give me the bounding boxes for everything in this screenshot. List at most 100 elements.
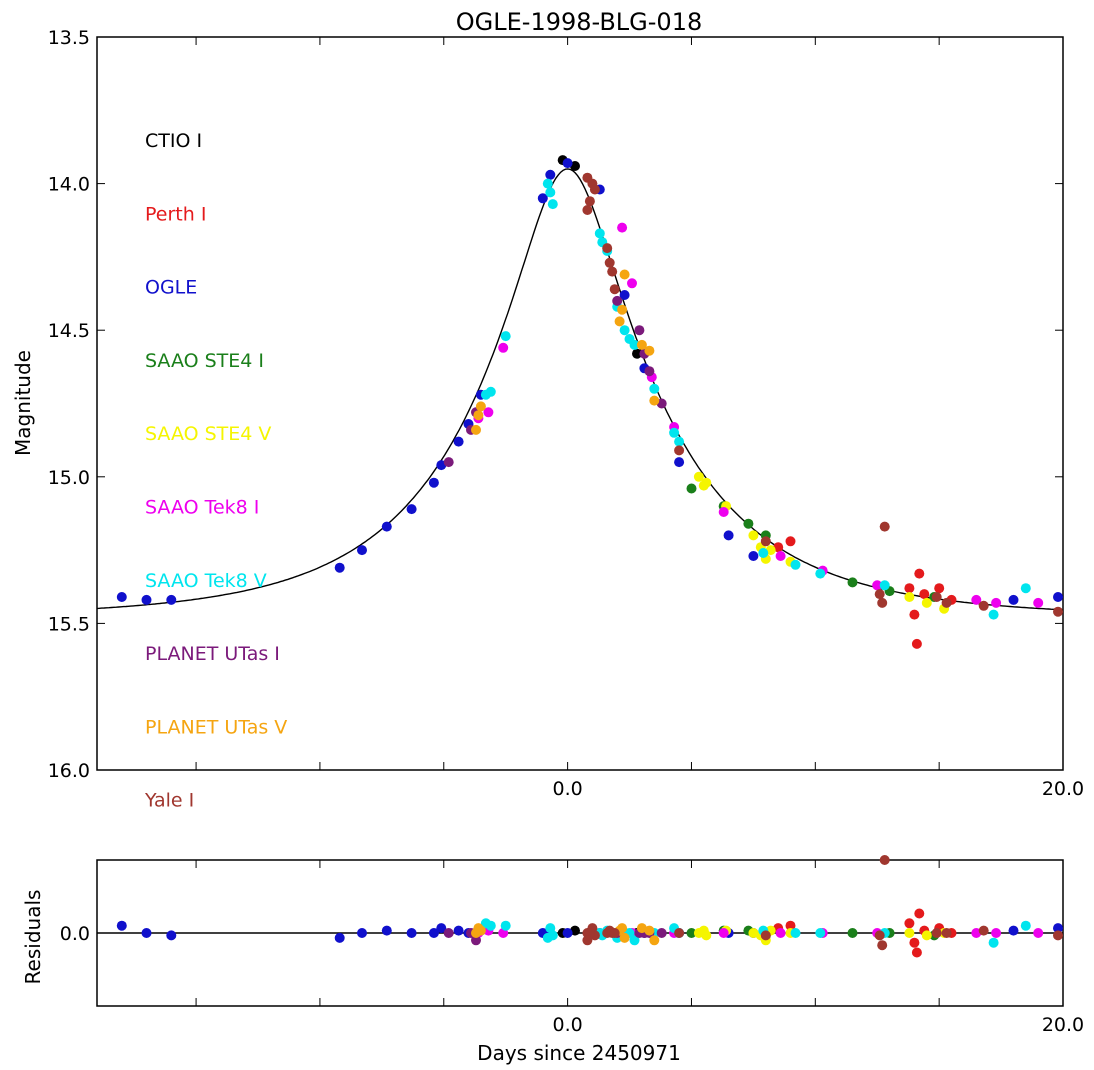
residual-point-saao-tek8-v — [547, 930, 558, 941]
point-saao-tek8-v — [674, 436, 685, 447]
residual-point-perth-i — [911, 947, 922, 958]
residual-point-perth-i — [914, 908, 925, 919]
residual-point-saao-ste4-i — [686, 928, 697, 938]
point-perth-i — [911, 638, 922, 649]
residual-point-perth-i — [909, 937, 920, 948]
residual-point-yale-i — [874, 930, 885, 941]
main-data-points — [116, 155, 1063, 649]
point-yale-i — [1053, 606, 1063, 617]
point-planet-utas-i — [443, 457, 454, 468]
residual-point-saao-tek8-v — [790, 928, 801, 938]
point-yale-i — [604, 257, 615, 268]
point-saao-tek8-v — [500, 331, 511, 342]
point-ogle — [381, 521, 392, 532]
residual-point-ogle — [166, 930, 177, 941]
y-tick-label: 15.5 — [48, 613, 90, 635]
chart-title: OGLE-1998-BLG-018 — [456, 8, 702, 36]
residual-y-tick-label: 0.0 — [60, 923, 90, 945]
point-yale-i — [589, 184, 600, 195]
point-yale-i — [874, 589, 885, 600]
point-saao-ste4-v — [701, 477, 712, 488]
point-planet-utas-v — [473, 410, 484, 421]
point-planet-utas-v — [471, 424, 481, 435]
point-saao-tek8-v — [815, 568, 826, 579]
y-tick-label: 15.0 — [48, 467, 90, 489]
point-saao-ste4-i — [686, 483, 697, 494]
residual-point-ogle — [453, 925, 464, 936]
point-saao-tek8-v — [547, 199, 558, 210]
residual-point-saao-tek8-i — [718, 928, 729, 938]
residual-point-ogle — [141, 928, 152, 938]
point-saao-tek8-v — [545, 187, 556, 198]
point-saao-tek8-i — [971, 594, 982, 605]
residual-point-saao-ste4-v — [904, 928, 915, 938]
point-yale-i — [941, 597, 952, 608]
residual-point-perth-i — [785, 920, 796, 931]
legend-entry-ctio-i: CTIO I — [145, 130, 202, 152]
point-ctio-i — [632, 348, 642, 359]
point-planet-utas-i — [644, 366, 655, 377]
point-saao-tek8-v — [629, 339, 640, 350]
legend-entry-saao-ste4-i: SAAO STE4 I — [145, 350, 264, 372]
legend-entry-ogle: OGLE — [145, 277, 197, 299]
residual-plot: 0.0 0.0 20.0 Residuals Days since 2450971 — [21, 855, 1084, 1065]
residual-data-points — [116, 855, 1063, 958]
legend-entry-planet-utas-i: PLANET UTas I — [145, 643, 280, 665]
legend-entry-yale-i: Yale I — [144, 790, 194, 812]
residual-point-saao-tek8-v — [1020, 920, 1031, 931]
point-saao-tek8-v — [594, 228, 605, 239]
y-tick-label: 14.0 — [48, 174, 90, 196]
residual-point-planet-utas-v — [644, 925, 655, 936]
point-yale-i — [978, 600, 989, 611]
point-saao-ste4-i — [847, 577, 858, 588]
main-y-tick-labels: 13.5 14.0 14.5 15.0 15.5 16.0 — [48, 27, 90, 782]
residual-point-saao-tek8-v — [988, 937, 999, 948]
point-saao-tek8-i — [483, 407, 494, 418]
residual-point-planet-utas-v — [619, 932, 630, 943]
point-perth-i — [785, 536, 796, 547]
point-ogle — [545, 169, 556, 180]
residual-point-saao-ste4-v — [701, 930, 712, 941]
point-ogle — [406, 504, 417, 515]
y-tick-label: 16.0 — [48, 760, 90, 782]
point-yale-i — [879, 521, 890, 532]
point-planet-utas-v — [614, 316, 625, 327]
point-ogle — [141, 594, 152, 605]
point-yale-i — [607, 266, 618, 277]
point-saao-ste4-v — [904, 592, 915, 602]
residual-point-planet-utas-i — [471, 935, 481, 946]
point-saao-tek8-v — [758, 548, 769, 558]
residual-point-yale-i — [978, 925, 989, 936]
residual-point-yale-i — [582, 935, 593, 946]
residual-point-saao-ste4-i — [847, 928, 858, 938]
y-tick-label: 14.5 — [48, 320, 90, 342]
point-perth-i — [773, 542, 784, 553]
residual-point-yale-i — [877, 940, 888, 951]
residual-point-saao-ste4-v — [921, 930, 932, 941]
residual-point-saao-tek8-i — [1033, 928, 1044, 938]
residual-point-perth-i — [904, 918, 915, 929]
x-tick-label: 0.0 — [553, 778, 583, 800]
point-perth-i — [919, 589, 930, 600]
point-saao-tek8-v — [542, 178, 553, 189]
point-ogle — [1053, 592, 1063, 602]
residual-point-saao-tek8-v — [815, 928, 826, 938]
point-yale-i — [609, 284, 620, 295]
residual-point-ogle — [1008, 925, 1019, 936]
point-planet-utas-i — [612, 295, 623, 306]
model-curve — [96, 168, 1064, 611]
point-saao-tek8-v — [1020, 583, 1031, 594]
point-saao-tek8-v — [988, 609, 999, 620]
point-saao-ste4-v — [693, 471, 704, 482]
point-planet-utas-v — [636, 339, 647, 350]
point-ogle — [453, 436, 464, 447]
residual-point-planet-utas-v — [617, 923, 628, 934]
residual-point-saao-tek8-v — [500, 920, 511, 931]
point-saao-tek8-i — [627, 278, 637, 289]
legend-entry-saao-tek8-v: SAAO Tek8 V — [145, 570, 267, 592]
point-saao-tek8-v — [879, 580, 890, 591]
residual-point-planet-utas-i — [656, 928, 667, 938]
legend-entry-saao-tek8-i: SAAO Tek8 I — [145, 497, 259, 519]
residual-point-yale-i — [760, 930, 771, 941]
residual-point-ogle — [334, 932, 345, 943]
